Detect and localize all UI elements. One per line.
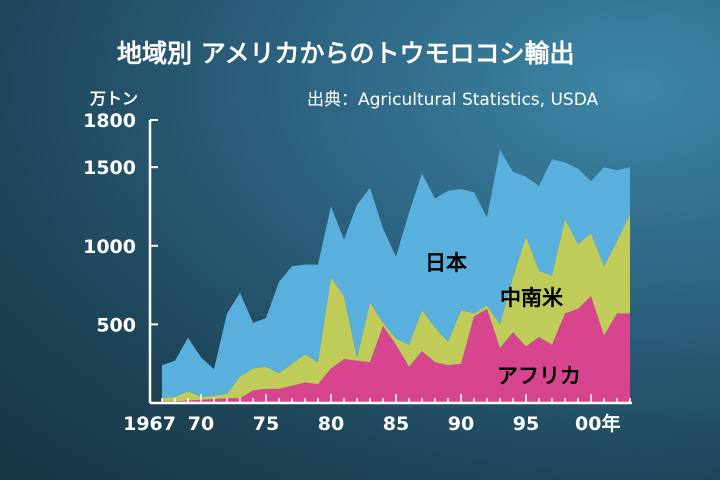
x-tick-label-5: 90 — [448, 413, 474, 435]
series-label-1: 中南米 — [500, 286, 564, 310]
x-tick-label-3: 80 — [318, 413, 344, 435]
x-tick-label-7: 00年 — [575, 412, 620, 435]
area-series-2 — [162, 149, 630, 399]
y-tick-label-1: 1000 — [83, 236, 136, 258]
x-tick-label-1: 70 — [188, 413, 214, 435]
chart-title: 地域別 アメリカからのトウモロコシ輸出 — [117, 39, 574, 68]
x-tick-label-0: 1967 — [123, 413, 176, 435]
series-label-2: 日本 — [425, 251, 467, 275]
x-tick-label-6: 95 — [513, 413, 539, 435]
y-tick-label-2: 1500 — [83, 157, 136, 179]
y-axis-ticks: 500 1000 1500 1800 — [83, 110, 158, 336]
x-axis-ticks: 1967 70 75 80 85 90 95 00年 — [123, 394, 631, 435]
area-series-0 — [162, 296, 630, 403]
area-series-1 — [162, 214, 630, 402]
x-tick-label-2: 75 — [253, 413, 279, 435]
series-label-0: アフリカ — [497, 364, 581, 388]
x-tick-label-4: 85 — [383, 413, 409, 435]
chart-source: 出典：Agricultural Statistics, USDA — [307, 90, 598, 110]
y-unit-label: 万トン — [89, 89, 138, 108]
series-labels: アフリカ 中南米 日本 — [425, 251, 581, 388]
area-layers — [162, 149, 630, 403]
y-tick-label-3: 1800 — [83, 110, 136, 132]
y-tick-label-0: 500 — [96, 314, 136, 336]
